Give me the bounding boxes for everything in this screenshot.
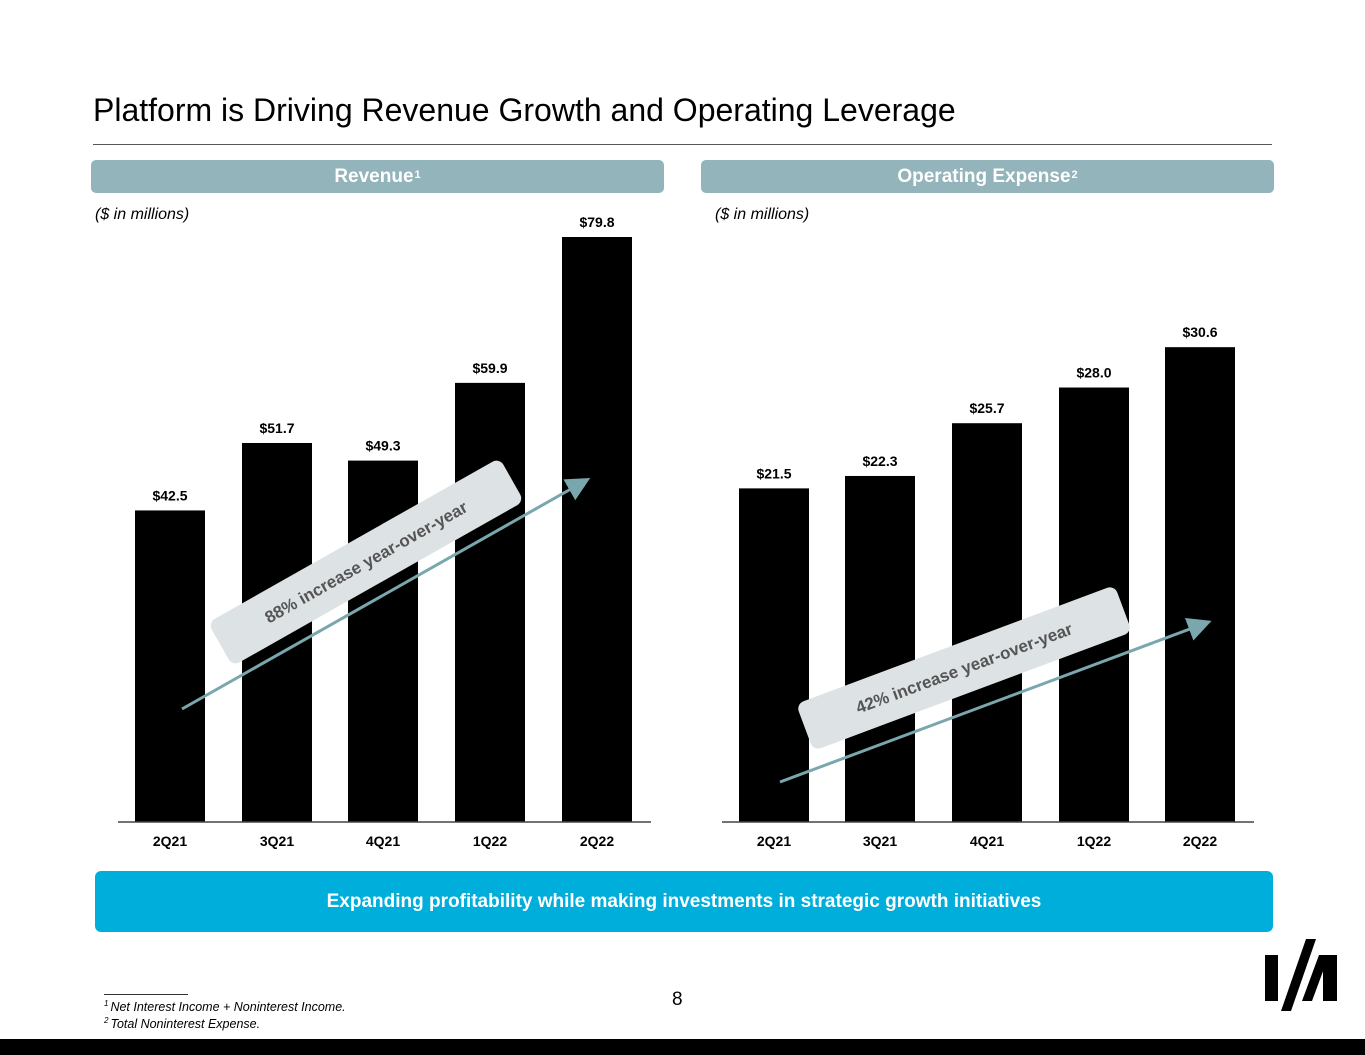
revenue-chart-header: Revenue 1	[91, 160, 664, 193]
footnote-text: Total Noninterest Expense.	[110, 1017, 261, 1032]
footnote-mark: 1	[104, 999, 109, 1008]
bar-charts: $42.5 2Q21 $51.7 3Q21 $49.3 4Q21 $59.9 1Q22 $79.…	[118, 214, 1254, 849]
revenue-category-label: 1Q22	[473, 833, 507, 849]
opex-chart-header: Operating Expense 2	[701, 160, 1274, 193]
opex-bar	[1165, 347, 1235, 822]
opex-unit-note: ($ in millions)	[715, 206, 810, 223]
opex-category-label: 1Q22	[1077, 833, 1111, 849]
revenue-category-label: 3Q21	[260, 833, 294, 849]
footnote-1: 1 Net Interest Income + Noninterest Incom…	[104, 999, 346, 1014]
opex-category-label: 2Q22	[1183, 833, 1217, 849]
revenue-bar	[135, 510, 205, 822]
opex-annotation-box	[798, 587, 1130, 749]
page-title: Platform is Driving Revenue Growth and O…	[93, 92, 956, 128]
opex-category-label: 2Q21	[757, 833, 791, 849]
page-number: 8	[672, 989, 683, 1010]
key-message-callout: Expanding profitability while making inv…	[95, 871, 1273, 932]
revenue-chart-title: Revenue	[334, 165, 414, 187]
opex-category-label: 3Q21	[863, 833, 897, 849]
opex-category-label: 4Q21	[970, 833, 1004, 849]
opex-bar-value-label: $30.6	[1182, 324, 1217, 340]
opex-bar-value-label: $22.3	[862, 453, 897, 469]
revenue-category-label: 2Q21	[153, 833, 187, 849]
revenue-category-label: 4Q21	[366, 833, 400, 849]
revenue-bar	[455, 382, 525, 822]
title-divider	[93, 144, 1272, 145]
revenue-bar-value-label: $51.7	[259, 420, 294, 436]
revenue-bar-value-label: $79.8	[579, 214, 614, 230]
opex-growth-arrow	[779, 618, 1212, 784]
company-logo-icon	[1265, 939, 1337, 1011]
footnote-divider	[104, 994, 188, 995]
revenue-annotation-box	[210, 460, 522, 664]
footnote-mark: 2	[104, 1016, 109, 1025]
opex-bar-value-label: $25.7	[969, 400, 1004, 416]
opex-bar	[952, 423, 1022, 822]
key-message-text: Expanding profitability while making inv…	[326, 890, 1042, 912]
revenue-bar	[562, 237, 632, 822]
opex-bar-value-label: $28.0	[1076, 365, 1111, 381]
bottom-bar	[0, 1039, 1365, 1055]
opex-title-footnote-mark: 2	[1071, 168, 1078, 181]
opex-bar-value-label: $21.5	[756, 465, 791, 481]
revenue-bar-value-label: $59.9	[472, 360, 507, 376]
opex-chart-title: Operating Expense	[897, 165, 1071, 187]
footnote-2: 2 Total Noninterest Expense.	[104, 1016, 260, 1031]
footnote-text: Net Interest Income + Noninterest Income…	[110, 1000, 346, 1015]
revenue-title-footnote-mark: 1	[414, 168, 421, 181]
revenue-category-label: 2Q22	[580, 833, 614, 849]
revenue-bar-value-label: $42.5	[152, 487, 187, 503]
opex-bar	[845, 475, 915, 822]
revenue-bar-value-label: $49.3	[365, 438, 400, 454]
revenue-growth-arrow	[181, 478, 591, 711]
revenue-unit-note: ($ in millions)	[95, 206, 190, 223]
opex-bar	[739, 488, 809, 822]
